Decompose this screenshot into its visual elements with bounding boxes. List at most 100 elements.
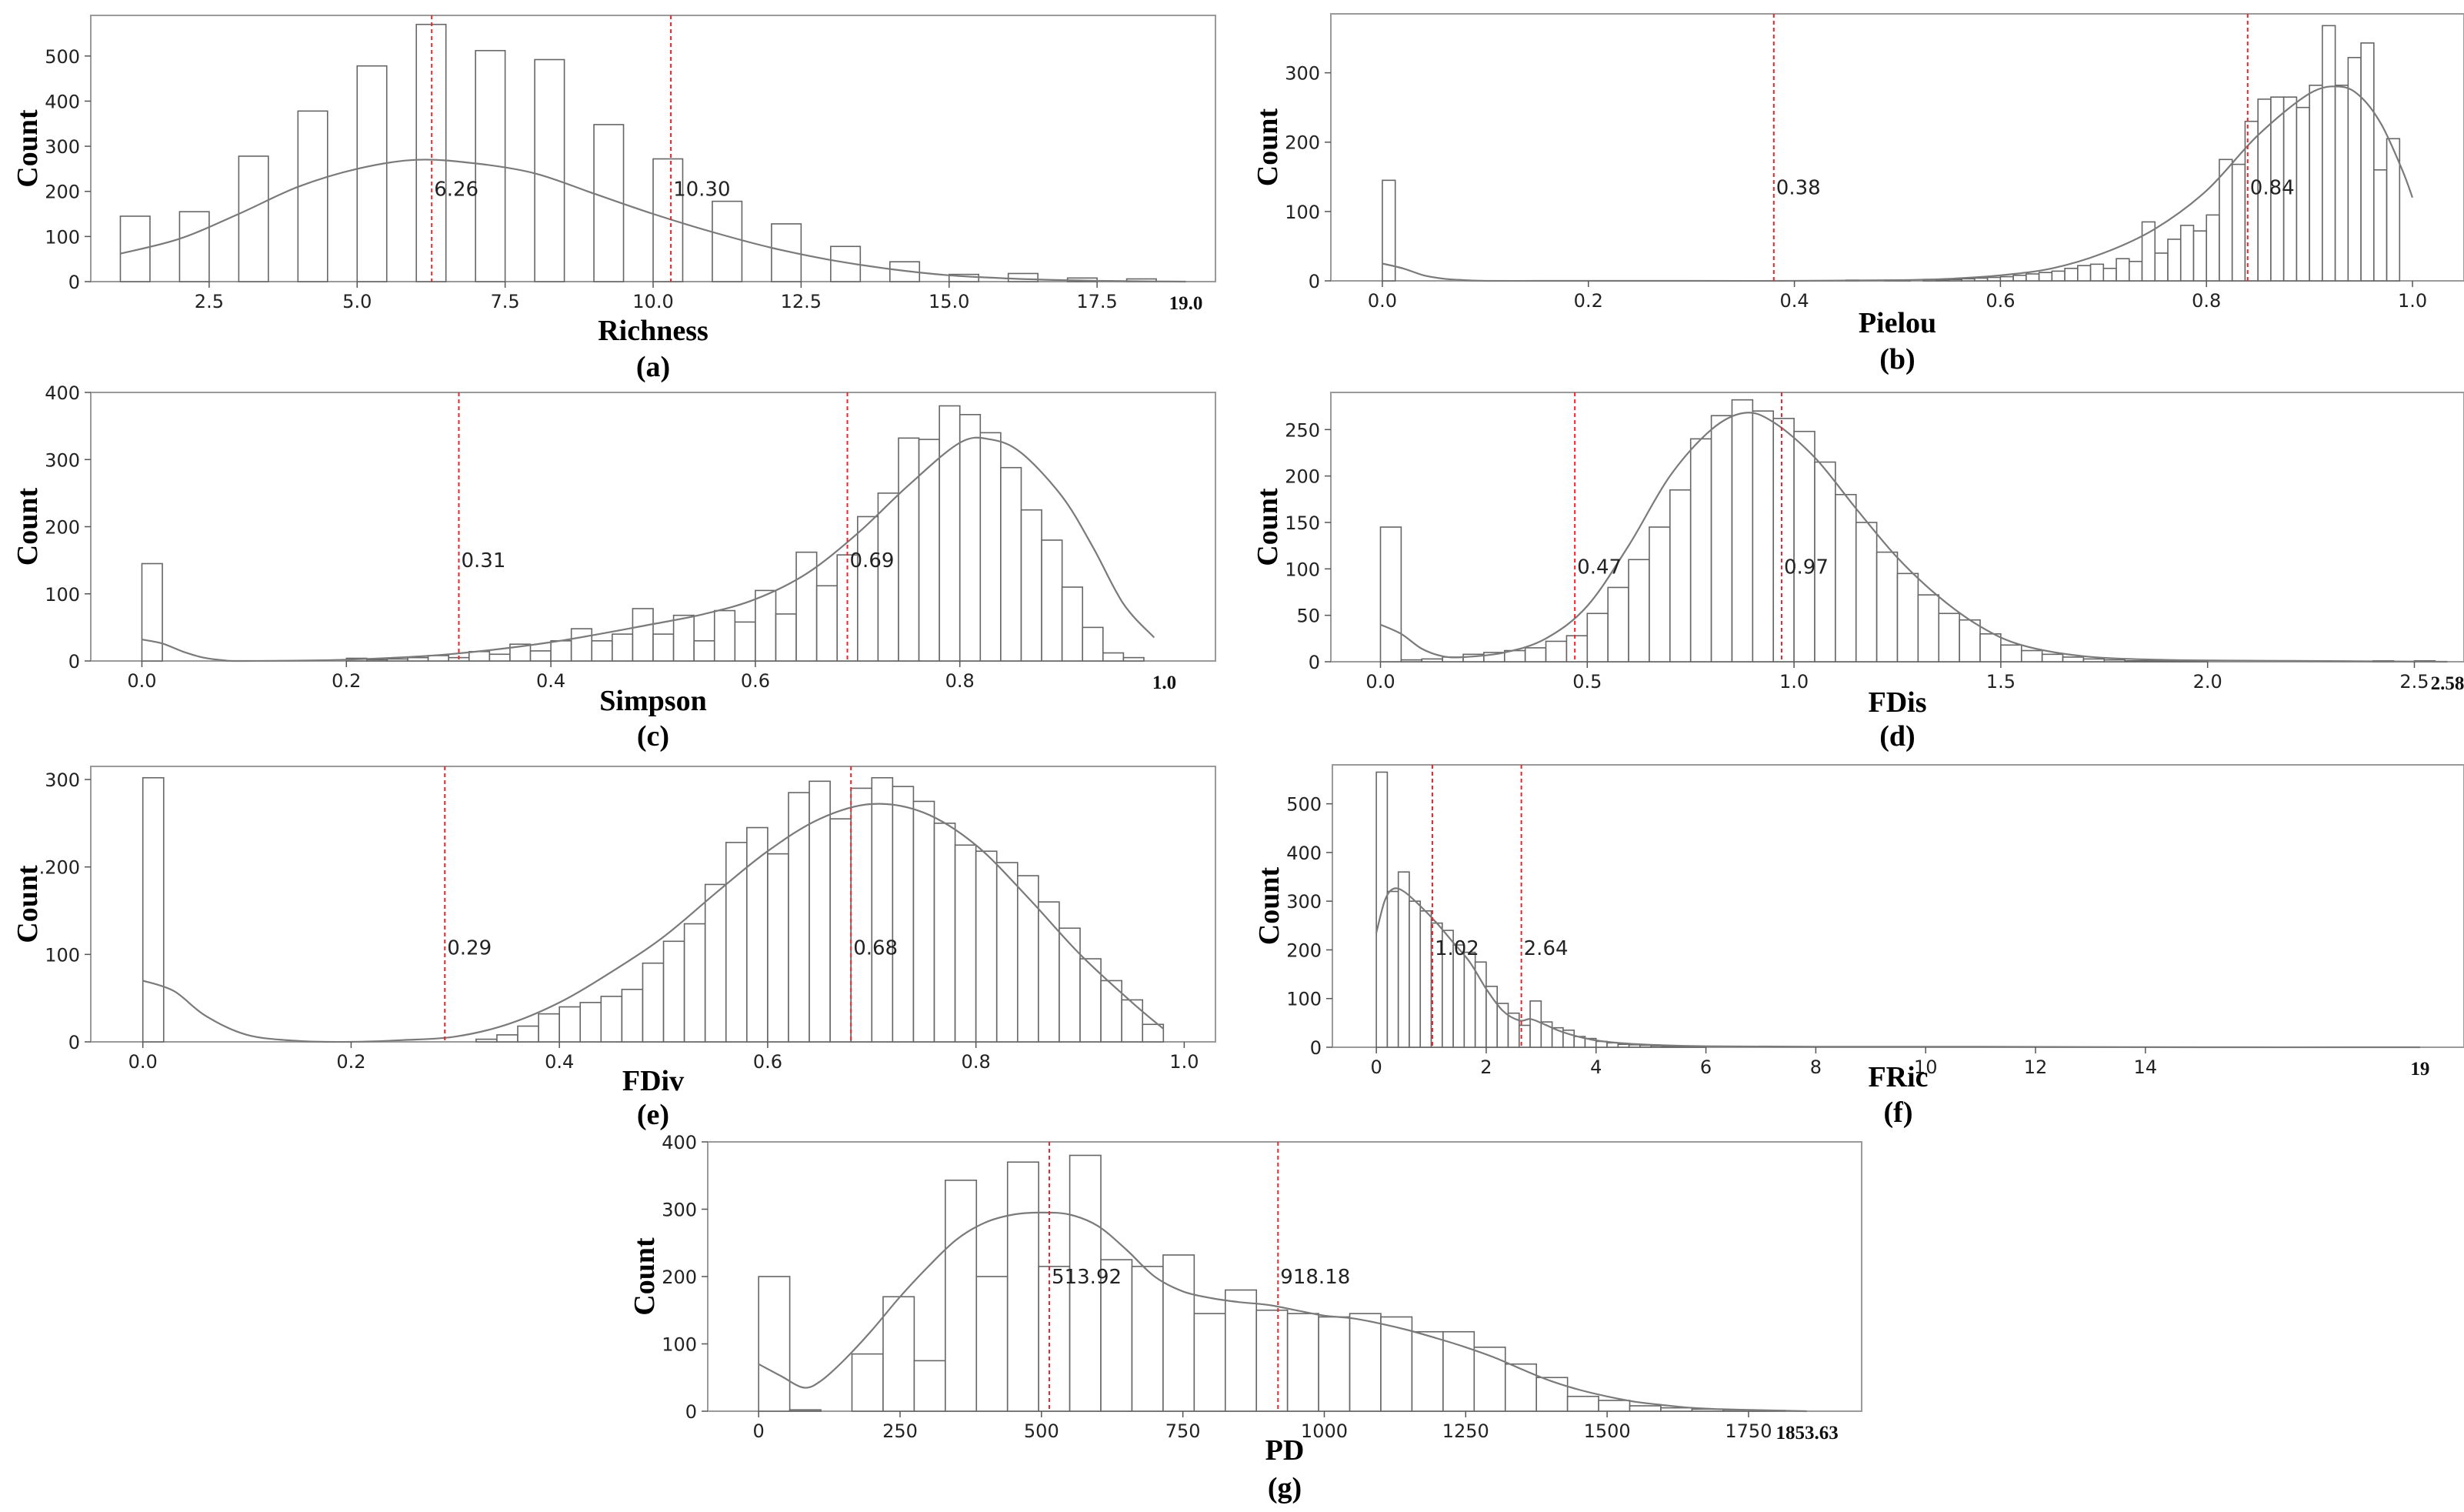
y-axis-title: Count	[12, 109, 44, 188]
x-tick-max-label: 19.0	[1169, 293, 1203, 314]
x-tick-label: 0.6	[1986, 290, 2015, 312]
histogram-bar	[892, 786, 915, 1043]
reference-line-label: 0.31	[461, 549, 505, 572]
histogram-bar	[2103, 659, 2126, 663]
y-tick-label: 400	[45, 382, 80, 404]
histogram-bar	[995, 862, 1019, 1043]
histogram-bar	[959, 413, 982, 662]
histogram-bar	[2145, 659, 2167, 663]
reference-line-label: 0.97	[1784, 556, 1829, 579]
reference-line-label: 0.68	[853, 936, 898, 960]
y-axis-title: Count	[12, 487, 44, 566]
histogram-bar	[1000, 466, 1022, 662]
histogram-bar	[1142, 1023, 1165, 1043]
x-tick-label: 0.0	[1365, 671, 1395, 693]
histogram-bar	[1421, 658, 1443, 663]
histogram-bar	[1131, 1266, 1164, 1412]
histogram-bar	[1628, 559, 1650, 663]
histogram-bar	[2192, 230, 2208, 282]
histogram-bar	[1122, 656, 1145, 662]
panel-caption: (d)	[1879, 720, 1916, 753]
histogram-bar	[1835, 493, 1857, 663]
reference-line-label: 0.38	[1776, 176, 1821, 199]
x-tick-label: 2.5	[195, 291, 224, 312]
y-tick-label: 50	[1296, 606, 1320, 627]
x-axis-title: Richness	[598, 315, 709, 347]
histogram-bar	[538, 1013, 560, 1043]
x-tick-label: 5.0	[342, 291, 372, 312]
y-tick-label: 150	[1285, 512, 1320, 534]
reference-line-label: 10.30	[673, 179, 730, 202]
y-tick-label: 100	[45, 944, 80, 966]
x-axis-title: PD	[1265, 1434, 1305, 1467]
y-tick-label: 200	[1286, 940, 1322, 961]
histogram-bar	[1100, 1259, 1133, 1412]
histogram-bar	[1639, 1044, 1652, 1048]
histogram-bar	[871, 776, 894, 1043]
histogram-bar	[789, 1409, 822, 1412]
histogram-bar	[1896, 572, 1919, 663]
histogram-bar	[2128, 260, 2143, 282]
y-tick-label: 0	[1310, 1037, 1322, 1059]
histogram-bar	[1529, 1000, 1542, 1048]
y-tick-label: 500	[45, 46, 80, 68]
histogram-bar	[1397, 871, 1410, 1048]
histogram-bar	[1999, 275, 2014, 282]
y-axis-title: Count	[629, 1237, 661, 1316]
histogram-bar	[918, 439, 940, 662]
chart-a: 6.26 10.30 2.5 5.0 7.5 10.0 12.5 15.0 17.5 19.0 0 1…	[12, 15, 1216, 347]
histogram-bar	[1193, 1313, 1226, 1412]
histogram-bar	[1974, 277, 1989, 282]
histogram-bar	[704, 883, 727, 1043]
histogram-bar	[1400, 659, 1423, 663]
histogram-bar	[1069, 1154, 1102, 1412]
x-tick-label: 1.0	[1779, 671, 1809, 693]
histogram-bar	[600, 996, 623, 1043]
histogram-bar	[1986, 276, 2002, 282]
histogram-bar	[1016, 875, 1039, 1043]
histogram-bar	[1566, 1395, 1599, 1412]
x-tick-label: 500	[1024, 1420, 1059, 1442]
histogram-bar	[642, 962, 665, 1043]
kde-line-g	[758, 1211, 1807, 1413]
histogram-bar	[1793, 430, 1815, 663]
histogram-bar	[1380, 1316, 1413, 1412]
histogram-bar	[1669, 489, 1692, 663]
histogram-bar	[534, 58, 565, 282]
histogram-bar	[1935, 279, 1950, 282]
x-tick-label: 0.4	[545, 1051, 574, 1073]
histogram-bar	[857, 516, 879, 662]
reference-line-label: 918.18	[1280, 1266, 1350, 1289]
panel-e: 0.29 0.68 0.0 0.2 0.4 0.6 0.8 1.0 0 100 .200 300 FDi…	[0, 756, 1216, 1131]
reference-line-label: 2.64	[1524, 937, 1569, 960]
x-tick-label: 17.5	[1076, 291, 1117, 312]
histogram-bar	[593, 124, 625, 282]
x-tick-label: 4	[1590, 1056, 1602, 1078]
histogram-bar	[415, 23, 447, 282]
histogram-bar	[2360, 42, 2375, 282]
histogram-bar	[1382, 179, 1396, 282]
chart-e: 0.29 0.68 0.0 0.2 0.4 0.6 0.8 1.0 0 100 .200 300 FDi…	[12, 766, 1216, 1097]
histogram-bar	[2154, 252, 2169, 282]
histogram-bar	[621, 989, 644, 1043]
x-tick-label: 1.5	[1986, 671, 2016, 693]
x-tick-label: 2	[1480, 1056, 1492, 1078]
histogram-bar	[1731, 399, 1754, 663]
histogram-bar	[2309, 85, 2323, 282]
y-tick-label: 500	[1286, 794, 1322, 816]
histogram-bar	[1524, 647, 1547, 663]
histogram-bar	[1938, 612, 1960, 663]
chart-c: 0.31 0.69 0.0 0.2 0.4 0.6 0.8 1.0 0 100 200 300 400 S…	[12, 382, 1216, 717]
histogram-bar	[475, 1038, 498, 1043]
histogram-bar	[912, 800, 935, 1043]
histogram-bar	[612, 633, 634, 662]
panel-g: 513.92 918.18 0 250 500 750 1000 1250 1500 1750 18…	[600, 1125, 1862, 1510]
y-axis-title: Count	[1252, 488, 1284, 566]
chart-d: 0.47 0.97 0.0 0.5 1.0 1.5 2.0 2.5 2.58 0 50 100 150 2…	[1252, 392, 2464, 719]
y-tick-label: 100	[45, 584, 80, 606]
histogram-bar	[1617, 1043, 1630, 1048]
histogram-bar	[1409, 900, 1422, 1048]
histogram-bar	[2167, 239, 2182, 282]
histogram-bar	[809, 780, 831, 1043]
histogram-bar	[356, 65, 388, 282]
